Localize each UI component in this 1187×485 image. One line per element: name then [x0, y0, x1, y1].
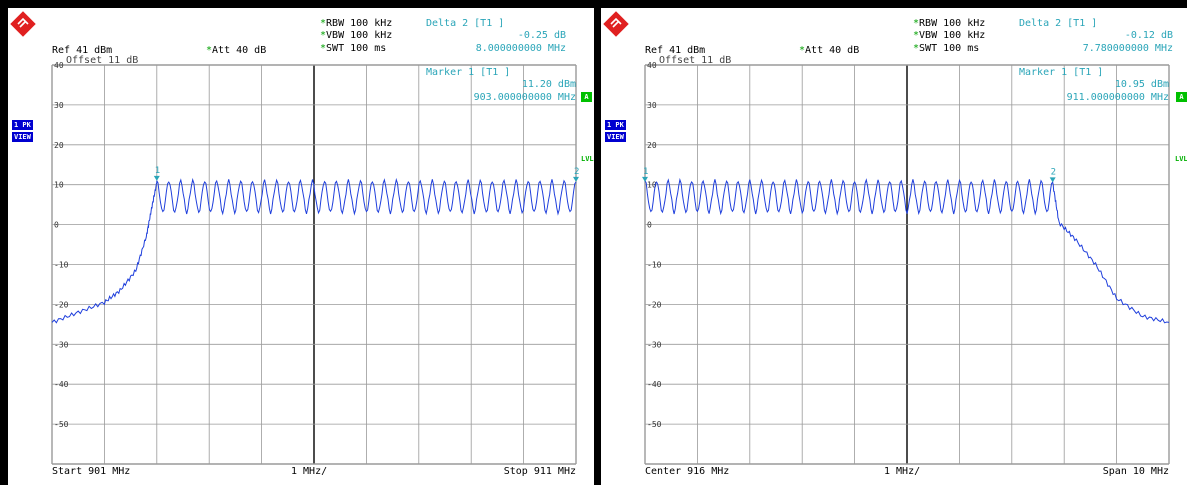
delta-frequency: 7.780000000 MHz — [1082, 43, 1173, 54]
delta-frequency: 8.000000000 MHz — [475, 43, 566, 54]
reference-level: Ref 41 dBm — [52, 45, 113, 56]
trace-view-badge: VIEW — [12, 132, 33, 142]
attenuation-readout: Att 40 dB — [212, 45, 267, 56]
marker-title: Marker 1 [T1 ] — [1019, 67, 1104, 78]
spectrum-panel-right: *RBW 100 kHz *VBW 100 kHz *SWT 100 ms De… — [601, 8, 1187, 485]
y-tick-label: 40 — [54, 61, 64, 70]
marker-triangle — [153, 175, 160, 181]
trace-a-indicator: A — [581, 92, 592, 102]
offset-readout: Offset 11 dB — [659, 55, 732, 66]
rbw-readout: RBW 100 kHz — [326, 18, 393, 29]
frequency-span: Span 10 MHz — [1102, 466, 1169, 477]
delta-level: -0.25 dB — [517, 30, 566, 41]
y-tick-label: -10 — [647, 261, 662, 270]
center-frequency: Center 916 MHz — [645, 466, 730, 477]
y-tick-label: 20 — [647, 141, 657, 150]
y-tick-label: -10 — [54, 261, 69, 270]
y-tick-label: 40 — [647, 61, 657, 70]
spectrum-trace-line — [51, 177, 577, 324]
swt-readout: SWT 100 ms — [326, 43, 387, 54]
vbw-readout: VBW 100 kHz — [326, 30, 393, 41]
marker-frequency: 911.000000000 MHz — [1066, 92, 1169, 103]
marker-level: 10.95 dBm — [1114, 79, 1169, 90]
rohde-schwarz-logo-icon — [603, 11, 629, 37]
marker-label: 1 — [643, 167, 648, 177]
rohde-schwarz-logo-icon — [10, 11, 36, 37]
reference-level: Ref 41 dBm — [645, 45, 706, 56]
marker-title: Marker 1 [T1 ] — [426, 67, 511, 78]
lvl-indicator: LVL — [581, 155, 594, 163]
y-tick-label: 30 — [647, 101, 657, 110]
division-scale: 1 MHz/ — [884, 466, 921, 477]
marker-triangle — [642, 176, 648, 182]
spectrum-trace-line — [644, 177, 1170, 324]
trace-a-indicator: A — [1176, 92, 1187, 102]
y-tick-label: -40 — [647, 380, 662, 389]
start-frequency: Start 901 MHz — [52, 466, 131, 477]
y-tick-label: 30 — [54, 101, 64, 110]
rbw-readout: RBW 100 kHz — [919, 18, 986, 29]
trace-detector-badge: 1 PK — [12, 120, 33, 130]
stop-frequency: Stop 911 MHz — [503, 466, 576, 477]
y-tick-label: -50 — [647, 420, 662, 429]
y-tick-label: -20 — [54, 300, 69, 309]
y-tick-label: 10 — [647, 181, 657, 190]
marker-frequency: 903.000000000 MHz — [473, 92, 576, 103]
y-tick-label: -50 — [54, 420, 69, 429]
y-tick-label: -30 — [647, 340, 662, 349]
delta-level: -0.12 dB — [1124, 30, 1173, 41]
y-tick-label: -40 — [54, 380, 69, 389]
spectrum-panel-left: *RBW 100 kHz *VBW 100 kHz *SWT 100 ms De… — [8, 8, 594, 485]
marker-label: 2 — [1051, 167, 1056, 177]
lvl-indicator: LVL — [1175, 155, 1187, 163]
spectrum-plot-left: 40 30 20 10 0 -10 -20 -30 -40 -50 1 2 — [51, 61, 579, 465]
trace-view-badge: VIEW — [605, 132, 626, 142]
attenuation-readout: Att 40 dB — [805, 45, 860, 56]
vbw-readout: VBW 100 kHz — [919, 30, 986, 41]
trace-detector-badge: 1 PK — [605, 120, 626, 130]
offset-readout: Offset 11 dB — [66, 55, 139, 66]
spectrum-plot-right: 40 30 20 10 0 -10 -20 -30 -40 -50 1 2 — [642, 61, 1170, 465]
marker-level: 11.20 dBm — [521, 79, 576, 90]
delta-marker-title: Delta 2 [T1 ] — [426, 18, 505, 29]
swt-readout: SWT 100 ms — [919, 43, 980, 54]
y-tick-label: 10 — [54, 181, 64, 190]
marker-triangle — [573, 176, 579, 182]
marker-label: 1 — [155, 166, 160, 176]
y-tick-label: -20 — [647, 300, 662, 309]
delta-marker-title: Delta 2 [T1 ] — [1019, 18, 1098, 29]
y-tick-label: 0 — [54, 221, 59, 230]
division-scale: 1 MHz/ — [291, 466, 328, 477]
y-tick-label: 0 — [647, 221, 652, 230]
marker-label: 2 — [574, 167, 579, 177]
marker-triangle — [1049, 177, 1056, 183]
y-tick-label: 20 — [54, 141, 64, 150]
y-tick-label: -30 — [54, 340, 69, 349]
